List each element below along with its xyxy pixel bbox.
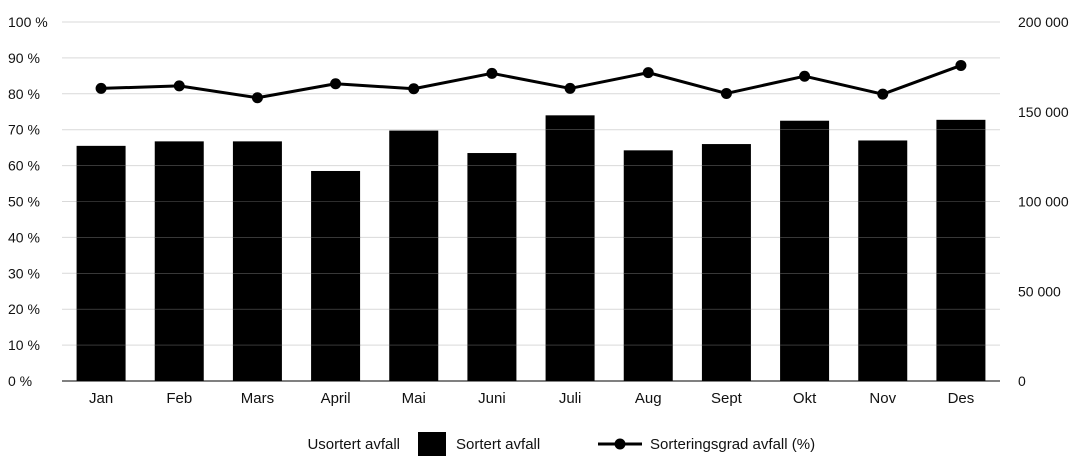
bar-feb (154, 141, 204, 381)
category-label: Aug (635, 390, 662, 407)
left-axis-ticks: 0 % 10 % 20 % 30 % 40 % 50 % 60 % 70 % 80 % 90 % 1… (8, 14, 48, 389)
left-tick-label: 30 % (8, 265, 40, 281)
left-tick-label: 40 % (8, 229, 40, 245)
rate-line-path (101, 64, 962, 100)
left-tick-label: 80 % (8, 86, 40, 102)
bar-jan (76, 145, 126, 381)
rate-point-juni (486, 67, 498, 79)
right-tick-label: 100 000 (1018, 194, 1069, 210)
category-label: Juni (478, 390, 506, 407)
rate-point-nov (877, 88, 889, 100)
rate-point-sept (720, 87, 732, 99)
left-tick-label: 60 % (8, 158, 40, 174)
bar-juli (545, 115, 595, 381)
bar-juni (467, 153, 517, 381)
bar-april (311, 170, 361, 381)
right-tick-label: 200 000 (1018, 14, 1069, 30)
right-tick-label: 0 (1018, 373, 1026, 389)
rate-point-aug (642, 67, 654, 79)
category-label: Mai (402, 390, 426, 407)
category-label: Des (948, 390, 975, 407)
category-label: April (321, 390, 351, 407)
legend-label-rate: Sorteringsgrad avfall (%) (650, 436, 815, 453)
category-label: Mars (241, 390, 274, 407)
rate-point-des (955, 59, 967, 71)
left-tick-label: 10 % (8, 337, 40, 353)
category-label: Nov (869, 390, 896, 407)
bar-mars (232, 141, 282, 381)
legend-swatch-rate-point (614, 438, 626, 450)
rate-point-jan (95, 82, 107, 94)
category-label: Juli (559, 390, 582, 407)
category-label: Feb (166, 390, 192, 407)
category-label: Jan (89, 390, 113, 407)
rate-line (95, 59, 967, 104)
left-tick-label: 100 % (8, 14, 48, 30)
bar-des (936, 119, 986, 381)
right-axis-ticks: 0 50 000 100 000 150 000 200 000 (1018, 14, 1069, 389)
rate-point-mai (408, 83, 420, 95)
category-label: Okt (793, 390, 817, 407)
left-tick-label: 50 % (8, 194, 40, 210)
rate-point-feb (173, 80, 185, 92)
bar-okt (780, 120, 830, 381)
category-label: Sept (711, 390, 743, 407)
bar-aug (623, 150, 673, 381)
bar-mai (389, 130, 439, 381)
left-tick-label: 20 % (8, 301, 40, 317)
legend-label-sorted: Sortert avfall (456, 436, 540, 453)
rate-point-mars (251, 92, 263, 104)
legend-swatch-sorted (418, 432, 446, 456)
legend: Usortert avfall Sortert avfall Sorteringsg… (307, 432, 815, 456)
rate-point-april (330, 78, 342, 90)
right-tick-label: 50 000 (1018, 283, 1061, 299)
left-tick-label: 0 % (8, 373, 32, 389)
left-tick-label: 70 % (8, 122, 40, 138)
rate-point-okt (799, 70, 811, 82)
rate-point-juli (564, 82, 576, 94)
bar-sept (701, 144, 751, 381)
bars (76, 115, 986, 381)
gridlines (62, 21, 1000, 382)
right-tick-label: 150 000 (1018, 104, 1069, 120)
left-tick-label: 90 % (8, 50, 40, 66)
category-labels: Jan Feb Mars April Mai Juni Juli Aug Sept Okt Nov D… (89, 390, 974, 407)
bar-nov (858, 140, 908, 381)
legend-label-unsorted: Usortert avfall (307, 436, 400, 453)
